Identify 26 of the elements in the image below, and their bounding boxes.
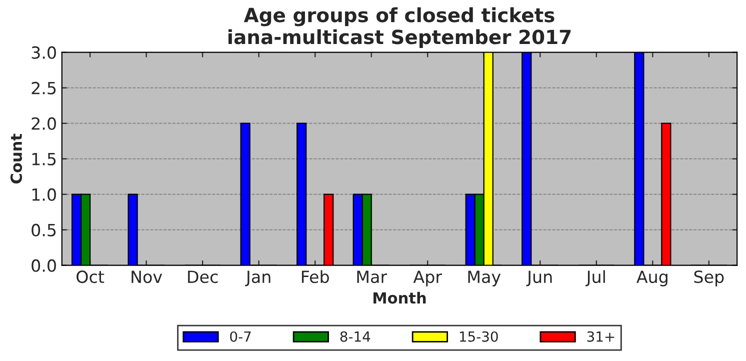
chart-title: Age groups of closed tickets iana-multicast September 2017 bbox=[228, 7, 571, 48]
y-tick-label: 0.5 bbox=[32, 224, 56, 236]
legend-label: 15-30 bbox=[460, 331, 498, 342]
y-tick-label: 3.0 bbox=[32, 46, 56, 59]
x-tick-label: Apr bbox=[413, 270, 442, 286]
legend-label: 8-14 bbox=[340, 331, 370, 342]
x-tick-label: Dec bbox=[188, 270, 218, 284]
x-tick-label: Jul bbox=[585, 270, 605, 286]
x-tick-label: Mar bbox=[357, 270, 388, 284]
x-tick-label: Aug bbox=[636, 270, 668, 286]
x-tick-label: Jan bbox=[245, 270, 270, 286]
legend-label: 31+ bbox=[587, 331, 614, 342]
y-tick-label: 2.5 bbox=[32, 82, 56, 94]
x-tick-label: May bbox=[468, 270, 501, 286]
x-tick-label: Oct bbox=[76, 270, 104, 284]
y-axis-title: Count bbox=[10, 134, 22, 184]
x-tick-label: Feb bbox=[302, 270, 329, 284]
x-axis-title: Month bbox=[374, 292, 426, 304]
legend-label: 0-7 bbox=[230, 331, 251, 342]
x-tick-label: Nov bbox=[132, 270, 162, 284]
y-tick-label: 2.0 bbox=[32, 117, 56, 130]
x-tick-label: Jun bbox=[526, 270, 552, 286]
x-tick-label: Sep bbox=[694, 270, 724, 286]
y-tick-label: 1.5 bbox=[32, 153, 56, 166]
y-tick-label: 0.0 bbox=[32, 259, 56, 272]
y-tick-label: 1.0 bbox=[32, 188, 56, 201]
